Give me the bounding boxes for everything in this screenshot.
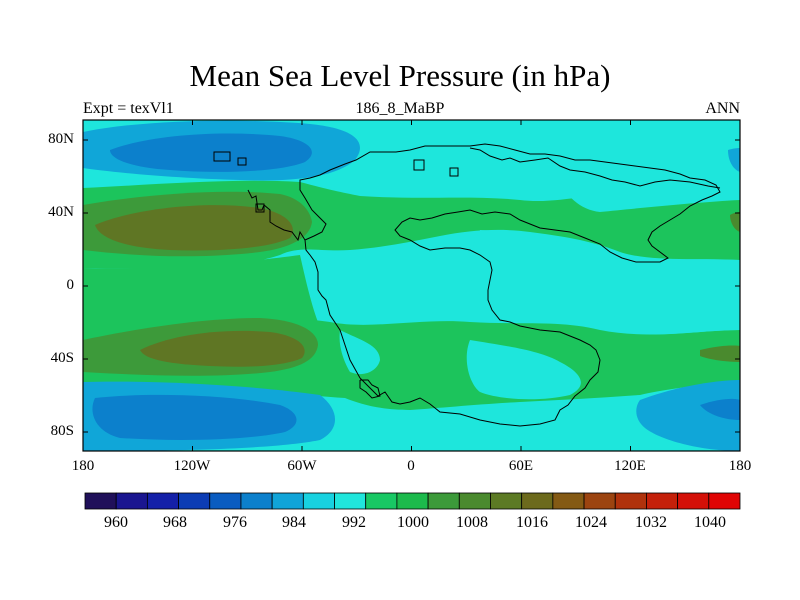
coastline-north-america	[247, 143, 721, 427]
colorbar-swatch	[427, 492, 460, 510]
contour-1000-tropical-east	[608, 255, 740, 335]
contour-1000-asia	[469, 230, 621, 309]
y-tick-label: 80S	[50, 423, 74, 439]
island-east-2	[449, 167, 459, 177]
coastline-asia-north	[469, 147, 721, 189]
island-east-1	[413, 159, 425, 171]
contour-1016-east-north	[730, 212, 740, 232]
colorbar-label: 1008	[456, 514, 488, 531]
colorbar-label: 992	[342, 514, 366, 531]
coastlines	[213, 143, 721, 427]
island-north-1	[213, 151, 231, 162]
x-tick-label: 60E	[508, 458, 534, 474]
island-north-2	[237, 157, 247, 166]
colorbar-swatch	[115, 492, 148, 510]
colorbar-swatch	[84, 492, 117, 510]
colorbar-label: 984	[282, 514, 306, 531]
y-tick-label: 0	[66, 277, 75, 293]
colorbar-swatch	[521, 492, 554, 510]
colorbar-label: 960	[104, 514, 128, 531]
contour-1016-east-south	[700, 345, 740, 362]
y-tick-label: 80N	[48, 131, 74, 147]
colorbar-label: 1032	[635, 514, 667, 531]
colorbar-label: 1024	[575, 514, 607, 531]
contour-1024-north	[95, 205, 293, 251]
contour-992-southeast	[636, 380, 740, 451]
y-tick-label: 40S	[50, 350, 74, 366]
experiment-label: Expt = texVl1	[83, 100, 174, 117]
contour-992-northeast	[728, 148, 740, 172]
colorbar-swatch	[583, 492, 616, 510]
colorbar-swatch	[396, 492, 429, 510]
island-north-3	[255, 203, 265, 213]
contour-984-southeast	[700, 398, 740, 420]
colorbar-label: 968	[163, 514, 187, 531]
contour-1000-south-gap	[339, 330, 380, 375]
x-tick-label: 180	[71, 458, 95, 474]
contour-1000-africa-gap	[466, 340, 581, 400]
contour-984-north	[110, 133, 312, 172]
x-tick-label: 180	[728, 458, 752, 474]
colorbar-swatch	[646, 492, 679, 510]
season-label: ANN	[705, 100, 740, 117]
colorbar-swatch	[209, 492, 242, 510]
colorbar-swatch	[677, 492, 710, 510]
x-tick-label: 60W	[287, 458, 317, 474]
colorbar-label: 1000	[397, 514, 429, 531]
case-label: 186_8_MaBP	[355, 100, 445, 117]
x-tick-label: 120E	[614, 458, 646, 474]
colorbar-swatch	[490, 492, 523, 510]
colorbar-label: 976	[223, 514, 247, 531]
colorbar-swatch	[146, 492, 179, 510]
tick-marks	[82, 120, 741, 451]
y-tick-label: 40N	[48, 204, 74, 220]
contour-1024-south	[140, 330, 305, 367]
colorbar-label: 1040	[694, 514, 726, 531]
colorbar-swatch	[240, 492, 273, 510]
contour-984-south	[92, 394, 297, 440]
x-tick-label: 120W	[173, 458, 211, 474]
colorbar-swatch	[708, 492, 741, 510]
colorbar-swatch	[271, 492, 304, 510]
colorbar-swatch	[614, 492, 647, 510]
colorbar-label: 1016	[516, 514, 548, 531]
contour-1000-northeast	[560, 178, 740, 212]
colorbar	[84, 492, 741, 510]
coastline-south-island	[359, 379, 381, 399]
colorbar-swatch	[178, 492, 211, 510]
colorbar-swatch	[458, 492, 491, 510]
map-title: Mean Sea Level Pressure (in hPa)	[189, 58, 611, 93]
x-tick-label: 0	[407, 458, 415, 474]
pressure-field	[83, 120, 740, 451]
colorbar-swatch	[552, 492, 585, 510]
colorbar-swatch	[334, 492, 367, 510]
colorbar-swatch	[365, 492, 398, 510]
colorbar-swatch	[302, 492, 335, 510]
